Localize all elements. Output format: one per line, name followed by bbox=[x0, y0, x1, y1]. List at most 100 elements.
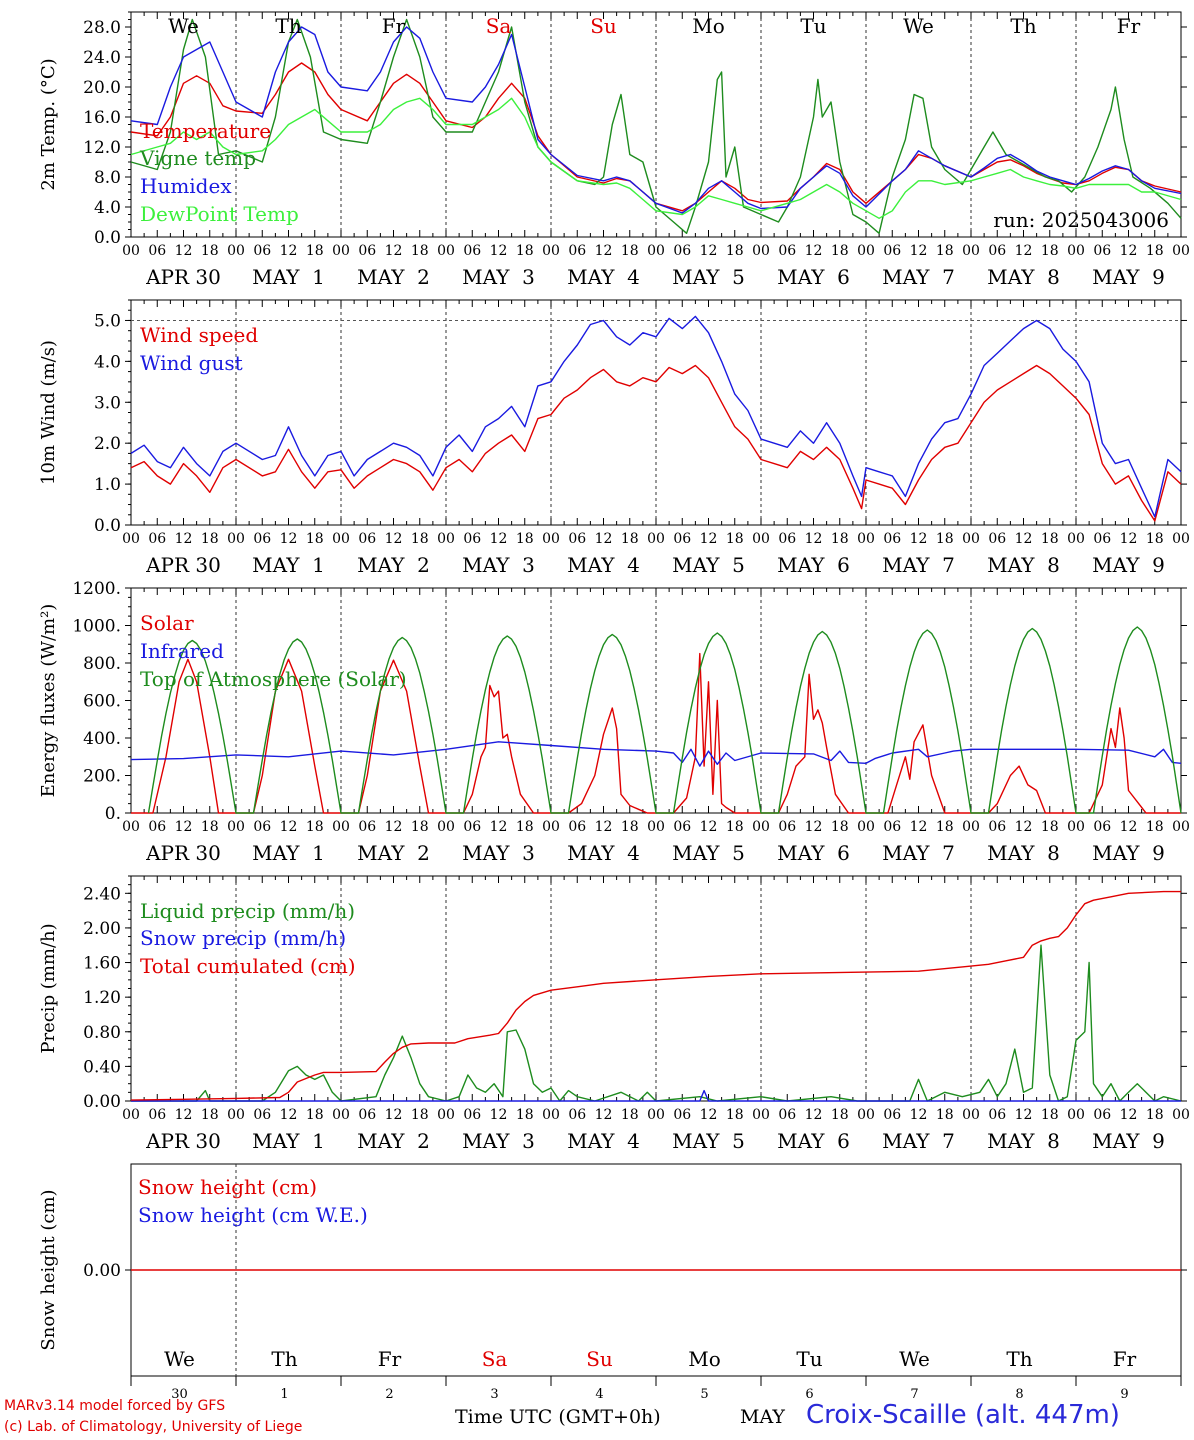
panel-4-date-label: MAY 3 bbox=[462, 1129, 535, 1153]
panel-4-date-label: MAY 5 bbox=[672, 1129, 745, 1153]
panel-4-date-label: MAY 2 bbox=[357, 1129, 430, 1153]
panel-1-hour-label: 18 bbox=[1041, 243, 1059, 259]
panel-3-hour-label: 06 bbox=[253, 819, 271, 835]
panel-3-date-label: MAY 6 bbox=[777, 841, 850, 865]
panel-4-series-total-cumulated-cm- bbox=[130, 890, 1181, 1101]
panel-4-hour-label: 00 bbox=[437, 1107, 455, 1123]
panel-3-ytick-label: 0. bbox=[105, 804, 121, 824]
day-number-label: 3 bbox=[490, 1387, 498, 1402]
panel-2-hour-label: 18 bbox=[726, 531, 744, 547]
panel-1-hour-label: 00 bbox=[1067, 243, 1085, 259]
panel-3-hour-label: 06 bbox=[988, 819, 1006, 835]
panel-2-hour-label: 06 bbox=[1093, 531, 1111, 547]
panel-2-hour-label: 12 bbox=[280, 531, 298, 547]
panel-1-ytick-label: 24.0 bbox=[83, 48, 121, 68]
panel-3-hour-label: 06 bbox=[673, 819, 691, 835]
panel-4-date-label: APR 30 bbox=[145, 1129, 221, 1153]
panel-4-hour-label: 18 bbox=[831, 1107, 849, 1123]
snow-weekday-label: We bbox=[899, 1347, 930, 1371]
panel-3-hour-label: 00 bbox=[122, 819, 140, 835]
panel-2-date-label: APR 30 bbox=[145, 553, 221, 577]
panel-2-hour-label: 06 bbox=[568, 531, 586, 547]
panel-1-date-label: MAY 6 bbox=[777, 265, 850, 289]
panel-3-hour-label: 12 bbox=[1015, 819, 1033, 835]
panel-3-ytick-label: 400. bbox=[83, 729, 121, 749]
panel-4-hour-label: 00 bbox=[857, 1107, 875, 1123]
panel-3-date-label: APR 30 bbox=[145, 841, 221, 865]
panel-4-date-label: MAY 9 bbox=[1092, 1129, 1165, 1153]
panel-2-hour-label: 18 bbox=[1146, 531, 1164, 547]
panel-4-hour-label: 06 bbox=[673, 1107, 691, 1123]
panel-4-ytick-label: 0.00 bbox=[83, 1092, 121, 1112]
panel-4-hour-label: 18 bbox=[1146, 1107, 1164, 1123]
panel-4-hour-label: 00 bbox=[1172, 1107, 1190, 1123]
panel-2-hour-label: 18 bbox=[201, 531, 219, 547]
panel-2-hour-label: 12 bbox=[1015, 531, 1033, 547]
day-number-label: 1 bbox=[280, 1387, 288, 1402]
panel-1-hour-label: 06 bbox=[568, 243, 586, 259]
panel-2-date-label: MAY 7 bbox=[882, 553, 955, 577]
panel-4-hour-label: 06 bbox=[358, 1107, 376, 1123]
snow-weekday-label: Th bbox=[271, 1347, 297, 1371]
panel-1-hour-label: 12 bbox=[280, 243, 298, 259]
panel-2-hour-label: 12 bbox=[175, 531, 193, 547]
panel-1-hour-label: 12 bbox=[1015, 243, 1033, 259]
panel-4-hour-label: 12 bbox=[910, 1107, 928, 1123]
weekday-label: Tu bbox=[800, 14, 826, 38]
panel-4-series-snow-precip-mm-h- bbox=[131, 1089, 1181, 1102]
panel-3-ytick-label: 1200. bbox=[72, 579, 121, 599]
panel-4-hour-label: 00 bbox=[752, 1107, 770, 1123]
panel-2-hour-label: 00 bbox=[647, 531, 665, 547]
panel-3-hour-label: 12 bbox=[1120, 819, 1138, 835]
panel-2-hour-label: 00 bbox=[227, 531, 245, 547]
panel-1-hour-label: 12 bbox=[700, 243, 718, 259]
panel-2-date-label: MAY 2 bbox=[357, 553, 430, 577]
panel-2-hour-label: 06 bbox=[253, 531, 271, 547]
panel-1-hour-label: 12 bbox=[1120, 243, 1138, 259]
panel-3-hour-label: 12 bbox=[910, 819, 928, 835]
panel-1-hour-label: 18 bbox=[201, 243, 219, 259]
panel-4-hour-label: 18 bbox=[621, 1107, 639, 1123]
snow-weekday-label: Mo bbox=[688, 1347, 721, 1371]
panel-4-ytick-label: 1.60 bbox=[83, 954, 121, 974]
panel-4-hour-label: 12 bbox=[595, 1107, 613, 1123]
panel-3-hour-label: 06 bbox=[463, 819, 481, 835]
day-number-label: 30 bbox=[171, 1387, 188, 1402]
panel-1-legend-entry: Temperature bbox=[140, 119, 271, 143]
panel-1-series-dewpoint-temp bbox=[130, 97, 1182, 220]
panel-1-hour-label: 06 bbox=[673, 243, 691, 259]
panel-1-date-label: MAY 8 bbox=[987, 265, 1060, 289]
panel-3-date-label: MAY 5 bbox=[672, 841, 745, 865]
panel-3-hour-label: 12 bbox=[595, 819, 613, 835]
snow-weekday-label: Tu bbox=[796, 1347, 822, 1371]
panel-2-hour-label: 12 bbox=[910, 531, 928, 547]
model-credit: MARv3.14 model forced by GFS bbox=[4, 1398, 226, 1414]
panel-2-hour-label: 18 bbox=[831, 531, 849, 547]
panel-4-hour-label: 06 bbox=[883, 1107, 901, 1123]
panel-3-hour-label: 18 bbox=[516, 819, 534, 835]
panel-1-hour-label: 00 bbox=[437, 243, 455, 259]
panel-4-date-label: MAY 6 bbox=[777, 1129, 850, 1153]
panel-1-ytick-label: 28.0 bbox=[83, 18, 121, 38]
panel-1-hour-label: 18 bbox=[516, 243, 534, 259]
panel-4-date-label: MAY 4 bbox=[567, 1129, 640, 1153]
panel-4-ytick-label: 0.40 bbox=[83, 1057, 121, 1077]
panel-1-date-label: MAY 5 bbox=[672, 265, 745, 289]
panel-4-hour-label: 06 bbox=[778, 1107, 796, 1123]
panel-1-legend-entry: Vigne temp bbox=[139, 146, 256, 170]
month-label: MAY bbox=[740, 1406, 785, 1428]
panel-2-ytick-label: 1.0 bbox=[94, 475, 121, 495]
panel-3-hour-label: 00 bbox=[1067, 819, 1085, 835]
panel-2-hour-label: 00 bbox=[332, 531, 350, 547]
panel-1-hour-label: 12 bbox=[175, 243, 193, 259]
panel-2-hour-label: 00 bbox=[857, 531, 875, 547]
weekday-label: Sa bbox=[486, 14, 512, 38]
panel-1-hour-label: 00 bbox=[752, 243, 770, 259]
panel-3-hour-label: 06 bbox=[568, 819, 586, 835]
panel-1-ytick-label: 12.0 bbox=[83, 138, 121, 158]
panel-4-hour-label: 00 bbox=[962, 1107, 980, 1123]
run-label: run: 2025043006 bbox=[993, 208, 1169, 232]
panel-1-date-label: MAY 9 bbox=[1092, 265, 1165, 289]
panel-3-series-infrared bbox=[130, 741, 1182, 767]
panel-2-hour-label: 00 bbox=[122, 531, 140, 547]
